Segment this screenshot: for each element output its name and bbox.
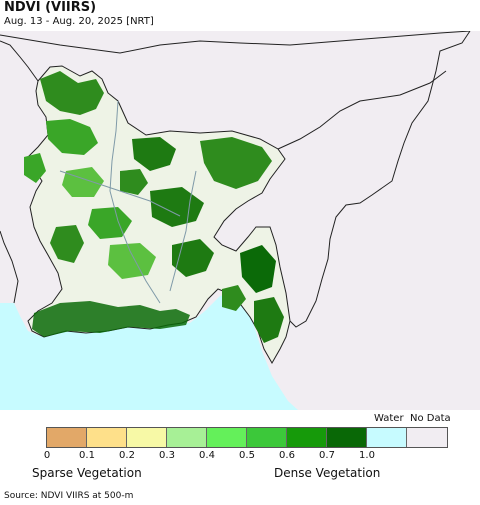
international-borders <box>0 31 471 328</box>
legend-nodata-label: No Data <box>410 413 451 424</box>
bay-of-bengal <box>0 293 298 410</box>
legend-tick: 0.6 <box>279 450 295 461</box>
map-title: NDVI (VIIRS) <box>4 0 97 15</box>
legend-tick: 0.2 <box>119 450 135 461</box>
sparse-vegetation-label: Sparse Vegetation <box>32 466 142 480</box>
dense-vegetation-label: Dense Vegetation <box>274 466 381 480</box>
legend-tick: 0.7 <box>319 450 335 461</box>
legend-tick: 0.1 <box>79 450 95 461</box>
legend-tick: 1.0 <box>359 450 375 461</box>
legend-swatch <box>287 428 327 447</box>
legend-swatch <box>327 428 367 447</box>
legend-swatch <box>127 428 167 447</box>
ndvi-map <box>0 31 480 410</box>
date-range: Aug. 13 - Aug. 20, 2025 [NRT] <box>4 16 154 27</box>
source-note: Source: NDVI VIIRS at 500-m <box>4 491 134 501</box>
legend-tick: 0.5 <box>239 450 255 461</box>
legend-tick: 0 <box>43 450 51 461</box>
legend-tick: 0.4 <box>199 450 215 461</box>
legend-swatch <box>47 428 87 447</box>
legend-swatch <box>247 428 287 447</box>
legend-swatch <box>407 428 447 447</box>
vegetation-patches <box>24 71 284 343</box>
legend-swatch <box>207 428 247 447</box>
legend-swatch <box>367 428 407 447</box>
legend-swatch <box>87 428 127 447</box>
legend-swatch <box>167 428 207 447</box>
sundarbans <box>32 301 190 337</box>
legend-color-bar <box>46 427 448 448</box>
rivers <box>59 100 197 304</box>
legend-tick: 0.3 <box>159 450 175 461</box>
legend-water-label: Water <box>374 413 404 424</box>
